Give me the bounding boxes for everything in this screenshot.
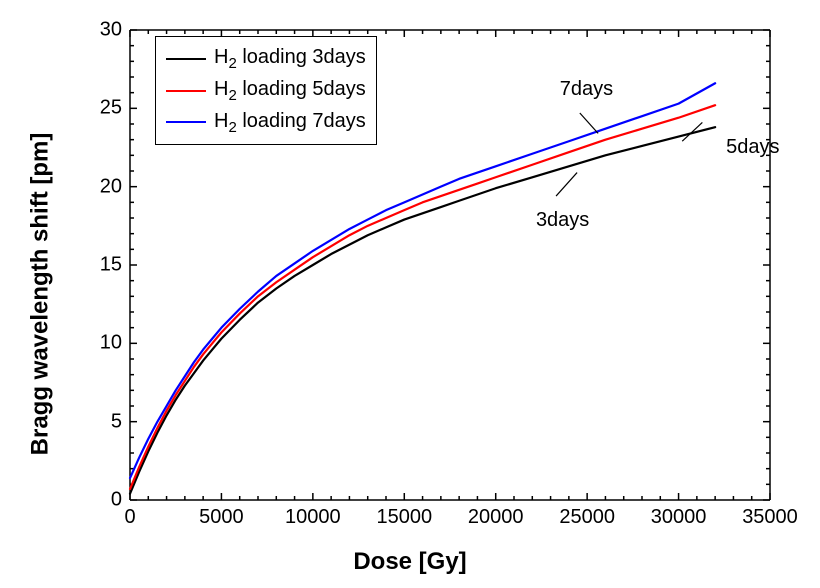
x-tick-label: 25000 (559, 506, 615, 529)
x-tick-label: 20000 (468, 506, 524, 529)
chart-svg (0, 0, 820, 588)
legend-entry: H2 loading 3days (166, 43, 366, 75)
annotation-label: 3days (536, 209, 589, 232)
y-tick-label: 15 (92, 254, 122, 277)
x-tick-label: 30000 (651, 506, 707, 529)
y-tick-label: 5 (92, 410, 122, 433)
x-tick-label: 5000 (199, 506, 244, 529)
x-tick-label: 0 (124, 506, 135, 529)
legend-label: H2 loading 5days (214, 75, 366, 107)
annotation-leader (580, 113, 598, 133)
legend-swatch (166, 58, 206, 60)
legend-entry: H2 loading 7days (166, 107, 366, 139)
y-tick-label: 0 (92, 489, 122, 512)
y-tick-label: 30 (92, 19, 122, 42)
x-axis-label: Dose [Gy] (353, 548, 466, 576)
series-3days (130, 127, 715, 494)
y-axis-label: Bragg wavelength shift [pm] (26, 133, 54, 456)
legend-swatch (166, 90, 206, 92)
series-5days (130, 105, 715, 489)
y-tick-label: 20 (92, 175, 122, 198)
legend-entry: H2 loading 5days (166, 75, 366, 107)
annotation-leader (556, 173, 577, 197)
y-tick-label: 10 (92, 332, 122, 355)
x-tick-label: 15000 (376, 506, 432, 529)
x-tick-label: 10000 (285, 506, 341, 529)
chart-container: Bragg wavelength shift [pm] Dose [Gy] H2… (0, 0, 820, 588)
x-tick-label: 35000 (742, 506, 798, 529)
legend-label: H2 loading 3days (214, 43, 366, 75)
legend-label: H2 loading 7days (214, 107, 366, 139)
annotation-label: 5days (726, 136, 779, 159)
legend-swatch (166, 121, 206, 123)
legend: H2 loading 3daysH2 loading 5daysH2 loadi… (155, 36, 377, 145)
y-tick-label: 25 (92, 97, 122, 120)
annotation-label: 7days (560, 78, 613, 101)
